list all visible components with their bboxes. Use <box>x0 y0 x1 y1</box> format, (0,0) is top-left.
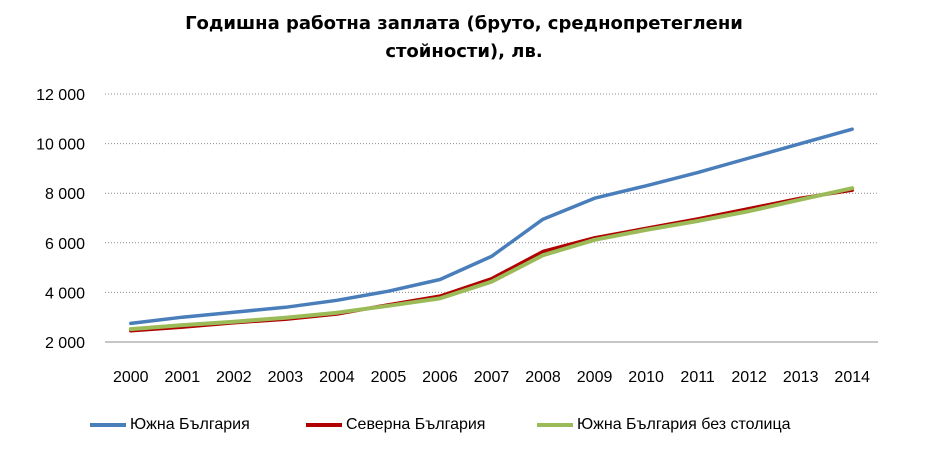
y-tick-label: 6 000 <box>45 236 85 253</box>
x-tick-label: 2014 <box>834 369 870 386</box>
y-tick-label: 2 000 <box>45 335 85 352</box>
chart-title: Годишна работна заплата (бруто, среднопр… <box>0 10 928 66</box>
legend-item-south-no-capital: Южна България без столица <box>537 412 791 438</box>
legend-item-south: Южна България <box>90 412 250 438</box>
x-tick-label: 2006 <box>422 369 458 386</box>
y-axis-ticks: 2 000 4 000 6 000 8 000 10 000 12 000 <box>36 87 85 352</box>
x-tick-label: 2000 <box>113 369 149 386</box>
legend-swatch-south <box>90 423 126 427</box>
x-tick-label: 2002 <box>216 369 252 386</box>
gridlines <box>105 93 878 343</box>
legend: Южна България Северна България Южна Бълг… <box>0 412 928 438</box>
series-line-2 <box>128 186 855 332</box>
x-tick-label: 2013 <box>783 369 819 386</box>
x-tick-label: 2007 <box>474 369 510 386</box>
x-tick-label: 2012 <box>731 369 767 386</box>
legend-label-south: Южна България <box>130 416 250 433</box>
y-tick-label: 8 000 <box>45 186 85 203</box>
x-tick-label: 2003 <box>268 369 304 386</box>
series-lines <box>128 127 855 333</box>
chart-title-line-1: Годишна работна заплата (бруто, среднопр… <box>185 13 743 34</box>
y-tick-label: 4 000 <box>45 285 85 302</box>
legend-item-north: Северна България <box>306 412 485 438</box>
x-tick-label: 2001 <box>165 369 201 386</box>
x-axis-ticks: 2000 2001 2002 2003 2004 2005 2006 2007 2008 2009… <box>113 369 870 386</box>
y-tick-label: 12 000 <box>36 87 85 104</box>
legend-swatch-north <box>306 423 342 427</box>
series-line-0 <box>129 127 854 326</box>
x-tick-label: 2010 <box>628 369 664 386</box>
legend-swatch-south-no-capital <box>537 423 573 427</box>
x-tick-label: 2011 <box>680 369 715 386</box>
legend-label-north: Северна България <box>346 416 486 433</box>
x-tick-label: 2008 <box>525 369 561 386</box>
y-tick-label: 10 000 <box>36 137 85 154</box>
x-tick-label: 2004 <box>319 369 355 386</box>
x-tick-label: 2009 <box>577 369 613 386</box>
chart-title-line-2: стойности), лв. <box>385 41 543 62</box>
x-tick-label: 2005 <box>371 369 407 386</box>
legend-label-south-no-capital: Южна България без столица <box>577 416 791 433</box>
